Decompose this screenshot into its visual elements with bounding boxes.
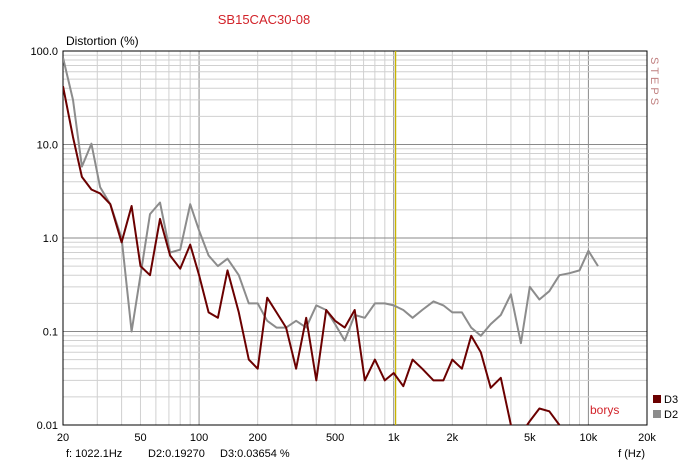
legend-label-d3: D3 — [664, 394, 678, 406]
x-tick-label: 20k — [638, 432, 656, 444]
readout-d3: D3:0.03654 % — [220, 448, 290, 460]
x-tick-label: 20 — [57, 432, 69, 444]
plot-frame — [62, 50, 648, 426]
y-axis-ticks: 100.0 10.0 1.0 0.1 0.01 — [30, 46, 58, 432]
x-tick-label: 100 — [190, 432, 208, 444]
series-line-d2 — [63, 57, 599, 345]
readout-frequency: f: 1022.1Hz — [66, 448, 122, 460]
x-tick-label: 5k — [524, 432, 536, 444]
y-tick-label: 10.0 — [37, 140, 58, 152]
series-layer — [63, 57, 599, 425]
x-axis-label: f (Hz) — [618, 448, 645, 460]
chart-title: SB15CAC30-08 — [218, 12, 311, 27]
legend-label-d2: D2 — [664, 409, 678, 421]
y-axis-label: Distortion (%) — [66, 34, 139, 48]
readout-d2: D2:0.19270 — [148, 448, 205, 460]
x-tick-label: 500 — [326, 432, 344, 444]
y-tick-label: 100.0 — [30, 46, 58, 58]
y-tick-label: 1.0 — [43, 233, 58, 245]
y-tick-label: 0.01 — [37, 420, 58, 432]
side-label: STEPS — [648, 57, 660, 108]
y-tick-label: 0.1 — [43, 327, 58, 339]
x-tick-label: 50 — [134, 432, 146, 444]
grid — [62, 51, 648, 426]
legend: D3 D2 — [653, 394, 678, 421]
legend-swatch-d2 — [653, 410, 661, 418]
watermark: borys — [590, 403, 619, 417]
x-tick-label: 200 — [248, 432, 266, 444]
x-tick-label: 1k — [388, 432, 400, 444]
x-axis-ticks: 20 50 100 200 500 1k 2k 5k 10k 20k — [57, 432, 656, 444]
series-line-d3 — [63, 86, 561, 425]
x-tick-label: 2k — [447, 432, 459, 444]
legend-swatch-d3 — [653, 395, 661, 403]
x-tick-label: 10k — [580, 432, 598, 444]
